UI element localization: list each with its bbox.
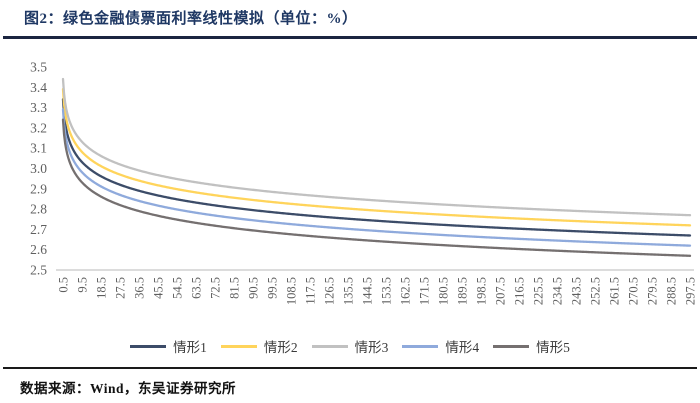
y-tick-label: 2.8 — [30, 202, 47, 217]
x-tick-label: 126.5 — [323, 277, 337, 305]
data-source: 数据来源：Wind，东吴证券研究所 — [20, 381, 237, 396]
figure-header: 图2：绿色金融债票面利率线性模拟（单位：%） — [24, 7, 692, 28]
x-tick-label: 81.5 — [228, 277, 242, 299]
legend-label: 情形3 — [354, 340, 389, 355]
y-tick-label: 2.9 — [30, 181, 47, 196]
legend-swatch-icon — [311, 344, 348, 348]
legend-label: 情形4 — [445, 340, 480, 355]
legend-swatch-icon — [402, 344, 439, 348]
x-tick-label: 153.5 — [380, 277, 394, 305]
x-tick-label: 99.5 — [266, 277, 280, 299]
x-tick-label: 171.5 — [418, 277, 432, 305]
title-divider — [3, 36, 697, 39]
x-tick-label: 90.5 — [247, 277, 261, 299]
chart-legend: 情形1 情形2 情形3 情形4 情形5 — [0, 336, 700, 356]
x-tick-label: 225.5 — [532, 277, 546, 305]
y-tick-label: 2.7 — [30, 222, 47, 237]
x-tick-label: 261.5 — [608, 277, 622, 305]
legend-swatch-icon — [493, 344, 530, 348]
legend-label: 情形5 — [536, 340, 570, 355]
x-tick-label: 144.5 — [361, 277, 375, 305]
x-tick-label: 234.5 — [551, 277, 565, 305]
legend-label: 情形1 — [173, 340, 207, 355]
x-tick-label: 135.5 — [342, 277, 356, 305]
legend-item-5: 情形5 — [493, 336, 570, 356]
x-tick-label: 45.5 — [152, 277, 166, 299]
y-tick-label: 2.6 — [30, 242, 47, 257]
x-tick-label: 180.5 — [437, 277, 451, 305]
x-tick-label: 162.5 — [399, 277, 413, 305]
y-tick-label: 3.0 — [30, 161, 47, 176]
y-tick-label: 2.5 — [30, 263, 47, 278]
series-line-1 — [61, 98, 692, 237]
x-tick-label: 36.5 — [133, 277, 147, 299]
y-tick-label: 3.3 — [30, 100, 47, 115]
x-tick-label: 189.5 — [456, 277, 470, 305]
x-tick-label: 18.5 — [95, 277, 109, 299]
x-tick-label: 54.5 — [171, 277, 185, 299]
y-tick-label: 3.5 — [30, 60, 47, 75]
legend-item-1: 情形1 — [130, 336, 207, 356]
x-tick-label: 9.5 — [76, 277, 90, 293]
x-tick-label: 63.5 — [190, 277, 204, 299]
figure-title: 图2：绿色金融债票面利率线性模拟（单位：%） — [24, 11, 358, 27]
y-tick-label: 3.2 — [30, 120, 47, 135]
y-tick-label: 3.1 — [30, 141, 47, 156]
y-tick-label: 3.4 — [30, 80, 47, 95]
legend-swatch-icon — [220, 344, 257, 348]
legend-item-3: 情形3 — [311, 336, 389, 356]
x-tick-label: 270.5 — [627, 277, 641, 305]
x-tick-label: 72.5 — [209, 277, 223, 299]
x-tick-label: 243.5 — [570, 277, 584, 305]
x-tick-label: 279.5 — [646, 277, 660, 305]
legend-item-4: 情形4 — [402, 336, 479, 356]
coupon-rate-line-chart: 2.5 2.6 2.7 2.8 2.9 3.0 3.1 3.2 3.3 3.4 3.5 0.5 9.5 1… — [30, 60, 698, 306]
x-tick-label: 252.5 — [589, 277, 603, 305]
series-line-2 — [61, 88, 692, 227]
series-line-4 — [61, 108, 692, 247]
x-tick-label: 198.5 — [475, 277, 489, 305]
x-tick-label: 117.5 — [304, 277, 318, 305]
x-tick-label: 216.5 — [513, 277, 527, 305]
series-line-5 — [61, 118, 692, 257]
footer-divider — [3, 367, 697, 369]
x-tick-label: 207.5 — [494, 277, 508, 305]
x-tick-label: 108.5 — [285, 277, 299, 305]
legend-swatch-icon — [130, 344, 167, 348]
x-tick-label: 288.5 — [665, 277, 679, 305]
x-tick-label: 27.5 — [114, 277, 128, 299]
series-line-3 — [61, 77, 692, 217]
legend-label: 情形2 — [263, 340, 298, 355]
legend-item-2: 情形2 — [220, 336, 298, 356]
x-tick-label: 0.5 — [57, 277, 71, 293]
x-tick-label: 297.5 — [684, 277, 698, 305]
